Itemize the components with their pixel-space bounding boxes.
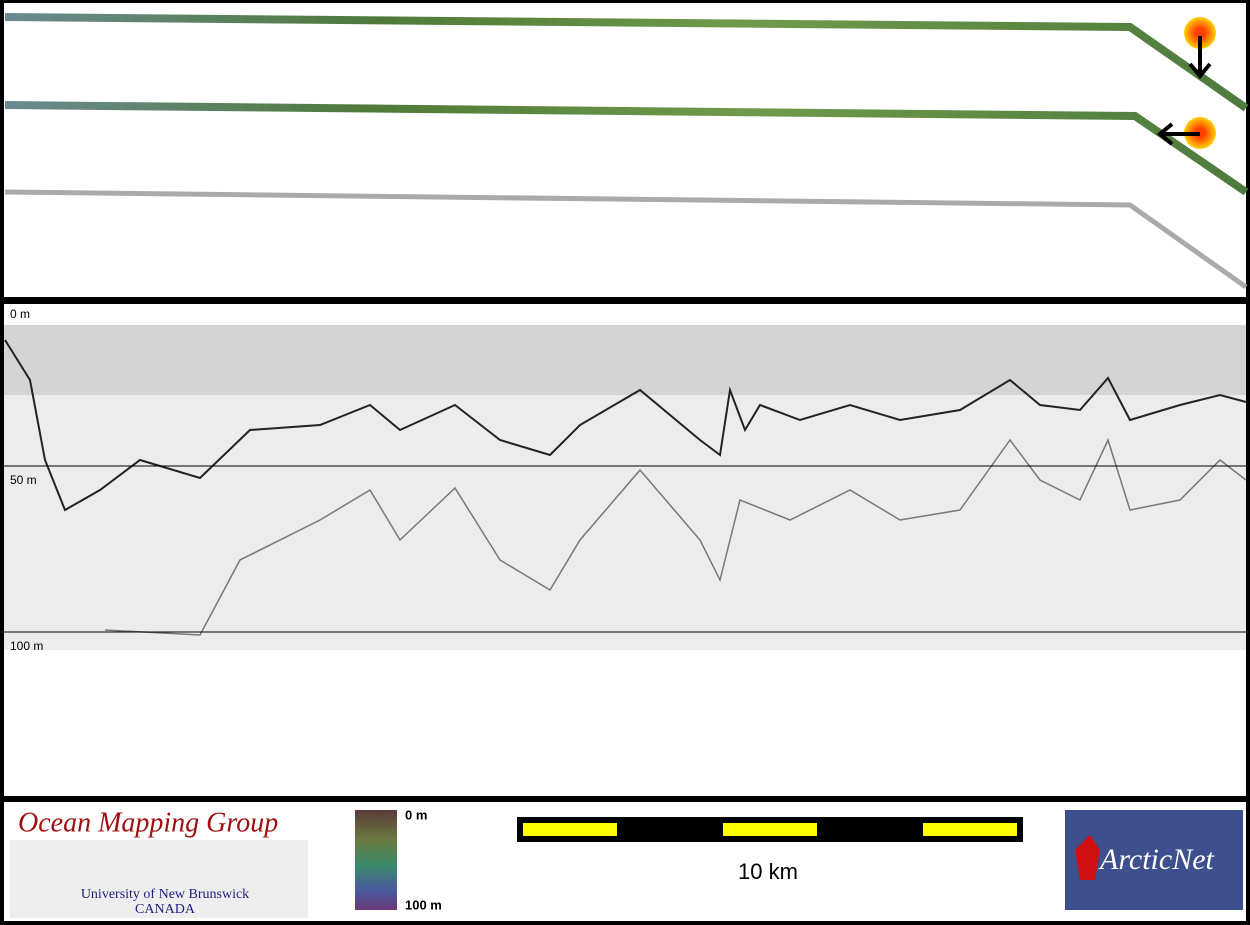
- profile-noise-band: [4, 325, 1246, 395]
- swath-strip: [4, 189, 1248, 290]
- colorbar-label: 100 m: [405, 897, 442, 912]
- direction-arrow: [1156, 36, 1212, 146]
- swath-strip: [4, 101, 1249, 196]
- depth-label: 50 m: [10, 473, 37, 487]
- depth-label: 0 m: [10, 307, 30, 321]
- swath-strip: [4, 13, 1249, 112]
- partner-logo-text: ArcticNet: [1098, 843, 1215, 876]
- logo-title: Ocean Mapping Group: [18, 807, 278, 838]
- colorbar-label: 0 m: [405, 807, 427, 822]
- scale-bar-segment: [523, 823, 1017, 836]
- logo-background: [10, 840, 308, 918]
- logo-country: CANADA: [135, 902, 196, 917]
- multiple-echo: [104, 437, 1247, 636]
- depth-label: 100 m: [10, 639, 43, 653]
- maple-leaf: [1075, 835, 1100, 880]
- map-panel: [4, 3, 1246, 297]
- colorbar: [355, 810, 397, 910]
- logo-university: University of New Brunswick: [81, 887, 249, 902]
- scale-label: 10 km: [738, 859, 798, 884]
